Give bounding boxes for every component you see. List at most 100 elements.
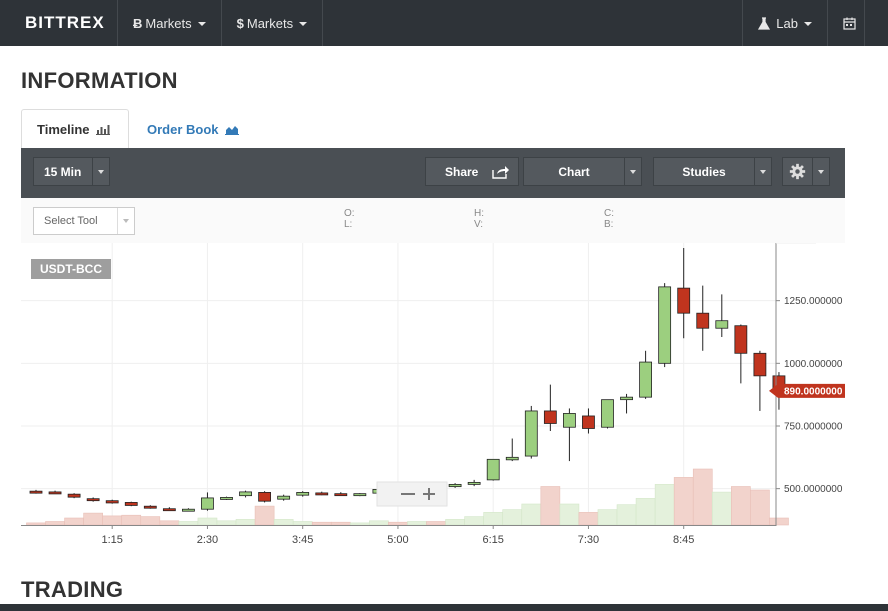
x-tick-label: 2:30: [197, 534, 218, 546]
volume-bar: [673, 477, 694, 526]
candle-body: [505, 456, 519, 461]
candle-body: [601, 399, 614, 428]
chevron-down-icon: [197, 22, 206, 26]
candle[interactable]: [277, 494, 291, 501]
candle-body: [467, 481, 481, 485]
y-tick-label: 1000.000000: [784, 359, 843, 370]
candle[interactable]: [334, 492, 348, 497]
candle[interactable]: [220, 496, 233, 500]
candle[interactable]: [677, 248, 691, 339]
candle-body: [181, 508, 195, 512]
candle[interactable]: [48, 490, 62, 495]
candle[interactable]: [467, 479, 481, 487]
candle[interactable]: [563, 408, 576, 462]
candle[interactable]: [201, 492, 214, 511]
tab-timeline[interactable]: Timeline: [21, 109, 129, 149]
volume-bar: [731, 486, 751, 526]
bar-chart-icon: [95, 124, 110, 135]
candle[interactable]: [448, 483, 462, 488]
share-icon: [492, 166, 509, 179]
candlestick-chart-svg[interactable]: 500.0000000 750.0000000 1000.000000 1250.00…: [21, 243, 845, 547]
lab-label: Lab: [776, 15, 798, 31]
zoom-out-icon[interactable]: [401, 493, 415, 495]
btc-markets-menu[interactable]: Ƀ Markets: [118, 0, 222, 46]
candle[interactable]: [296, 491, 310, 497]
last-price-label: 890.0000000: [784, 386, 843, 397]
candle-body: [486, 458, 500, 481]
candle[interactable]: [181, 508, 195, 512]
candle[interactable]: [258, 491, 272, 503]
volume-bar: [311, 521, 332, 526]
candle[interactable]: [601, 399, 614, 429]
calendar-icon: [843, 17, 856, 30]
candle-body: [258, 492, 272, 502]
candle[interactable]: [543, 384, 557, 431]
candle[interactable]: [658, 283, 672, 368]
candle[interactable]: [620, 393, 633, 414]
bid-label: B:: [604, 219, 614, 230]
candle[interactable]: [143, 505, 157, 509]
studies-select[interactable]: Studies: [653, 157, 772, 186]
settings-button[interactable]: [782, 157, 830, 186]
lab-menu[interactable]: Lab: [742, 0, 828, 46]
dollar-icon: $: [236, 15, 244, 31]
candle[interactable]: [715, 294, 729, 337]
candle[interactable]: [753, 350, 767, 411]
candle[interactable]: [124, 501, 138, 507]
bitcoin-icon: Ƀ: [133, 15, 143, 31]
brand-logo[interactable]: BITTREX: [0, 0, 118, 46]
candle[interactable]: [353, 493, 367, 497]
candle-body: [239, 491, 252, 497]
candle[interactable]: [315, 491, 329, 496]
volume-bar: [292, 521, 313, 526]
zoom-in-icon[interactable]: [423, 488, 435, 500]
candle-body: [448, 483, 462, 488]
candle[interactable]: [29, 489, 43, 494]
zoom-controls[interactable]: [376, 481, 448, 507]
volume-bar: [330, 521, 351, 526]
candle[interactable]: [696, 285, 710, 351]
chart-toolbar: 15 Min Share Chart Studies: [21, 148, 845, 198]
candle[interactable]: [505, 438, 519, 462]
candle-body: [563, 413, 576, 428]
candle-body: [220, 497, 233, 500]
tab-timeline-label: Timeline: [37, 121, 90, 137]
tab-order-book[interactable]: Order Book: [147, 109, 239, 149]
candle[interactable]: [639, 350, 652, 399]
interval-select[interactable]: 15 Min: [33, 157, 110, 186]
candle[interactable]: [67, 493, 81, 499]
information-title: INFORMATION: [21, 68, 178, 93]
chevron-down-icon: [117, 208, 134, 234]
select-tool-dropdown[interactable]: Select Tool: [33, 207, 135, 235]
chart-type-select[interactable]: Chart: [523, 157, 642, 186]
candle[interactable]: [239, 490, 252, 498]
x-tick-label: 5:00: [387, 534, 408, 546]
interval-label: 15 Min: [44, 164, 82, 179]
chevron-down-icon: [754, 158, 771, 185]
volume-bar: [178, 521, 199, 526]
volume-bar: [692, 468, 713, 526]
x-tick-label: 7:30: [578, 534, 599, 546]
volume-bar: [769, 517, 789, 526]
volume-bar: [64, 517, 84, 526]
candle-body: [86, 498, 100, 502]
candle-body: [677, 287, 691, 314]
share-button[interactable]: Share: [425, 157, 519, 186]
candle[interactable]: [105, 499, 119, 504]
candle[interactable]: [86, 497, 100, 502]
calendar-menu[interactable]: [828, 0, 888, 46]
candle[interactable]: [162, 507, 176, 512]
candle[interactable]: [582, 408, 595, 434]
candle[interactable]: [524, 405, 538, 459]
candle[interactable]: [486, 458, 500, 481]
candle-body: [124, 502, 138, 506]
volume-bar: [578, 512, 599, 526]
volume-bar: [597, 509, 618, 526]
candle[interactable]: [734, 324, 748, 384]
price-chart[interactable]: 500.0000000 750.0000000 1000.000000 1250.00…: [21, 243, 845, 547]
volume-bar: [83, 512, 103, 526]
candle-body: [353, 493, 367, 497]
volume-bar: [521, 503, 542, 526]
volume-bar: [407, 521, 427, 526]
usd-markets-menu[interactable]: $ Markets: [222, 0, 324, 46]
